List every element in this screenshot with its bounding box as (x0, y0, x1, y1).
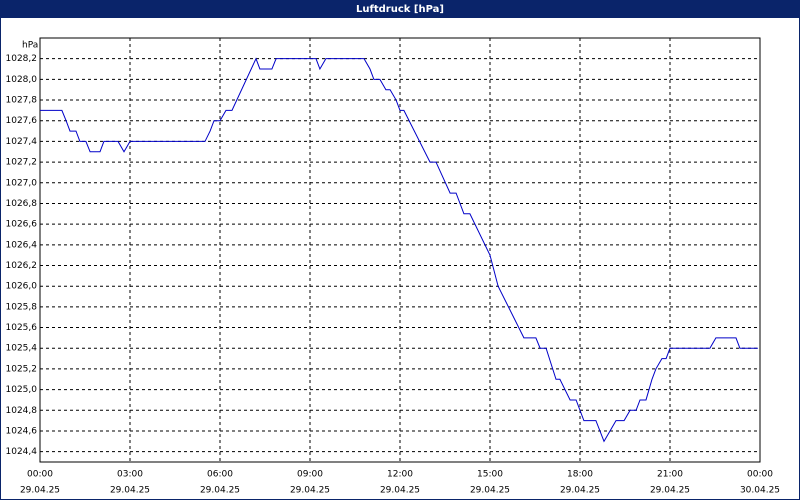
x-tick-label: 15:00 (477, 470, 503, 480)
y-tick-label: 1026,4 (6, 240, 38, 250)
x-tick-date: 29.04.25 (290, 486, 330, 496)
x-tick-date: 29.04.25 (470, 486, 510, 496)
y-tick-label: 1025,0 (6, 385, 38, 395)
title-bar (0, 0, 800, 18)
x-tick-date: 29.04.25 (380, 486, 420, 496)
x-tick-date: 29.04.25 (20, 486, 60, 496)
x-tick-label: 18:00 (567, 470, 593, 480)
y-tick-label: 1027,4 (6, 137, 38, 147)
y-tick-label: 1028,2 (6, 54, 38, 64)
y-tick-label: 1027,0 (6, 178, 38, 188)
x-tick-label: 09:00 (297, 470, 323, 480)
y-tick-label: 1028,0 (6, 75, 38, 85)
x-tick-date: 29.04.25 (650, 486, 690, 496)
y-tick-label: 1026,6 (6, 220, 38, 230)
x-tick-label: 12:00 (387, 470, 413, 480)
plot-border (39, 37, 761, 463)
data-line (40, 57, 758, 443)
y-tick-label: 1027,8 (6, 96, 38, 106)
y-tick-label: 1025,2 (6, 364, 38, 374)
y-tick-label: 1024,4 (6, 447, 38, 457)
x-tick-label: 00:00 (747, 470, 773, 480)
y-tick-label: 1027,2 (6, 158, 38, 168)
y-tick-label: 1025,8 (6, 302, 38, 312)
x-tick-date: 30.04.25 (740, 486, 780, 496)
y-tick-label: 1026,2 (6, 261, 38, 271)
x-tick-label: 00:00 (27, 470, 53, 480)
y-axis-label: hPa (22, 41, 38, 51)
x-tick-date: 29.04.25 (110, 486, 150, 496)
x-tick-date: 29.04.25 (560, 486, 600, 496)
x-tick-label: 06:00 (207, 470, 233, 480)
y-tick-label: 1027,6 (6, 116, 38, 126)
y-tick-label: 1024,8 (6, 406, 38, 416)
y-tick-label: 1025,4 (6, 344, 38, 354)
y-tick-label: 1026,0 (6, 282, 38, 292)
chart-title: Luftdruck [hPa] (356, 4, 444, 15)
y-tick-label: 1024,6 (6, 426, 38, 436)
x-tick-date: 29.04.25 (200, 486, 240, 496)
y-tick-label: 1026,8 (6, 199, 38, 209)
y-tick-label: 1025,6 (6, 323, 38, 333)
x-tick-label: 03:00 (117, 470, 143, 480)
x-tick-label: 21:00 (657, 470, 683, 480)
